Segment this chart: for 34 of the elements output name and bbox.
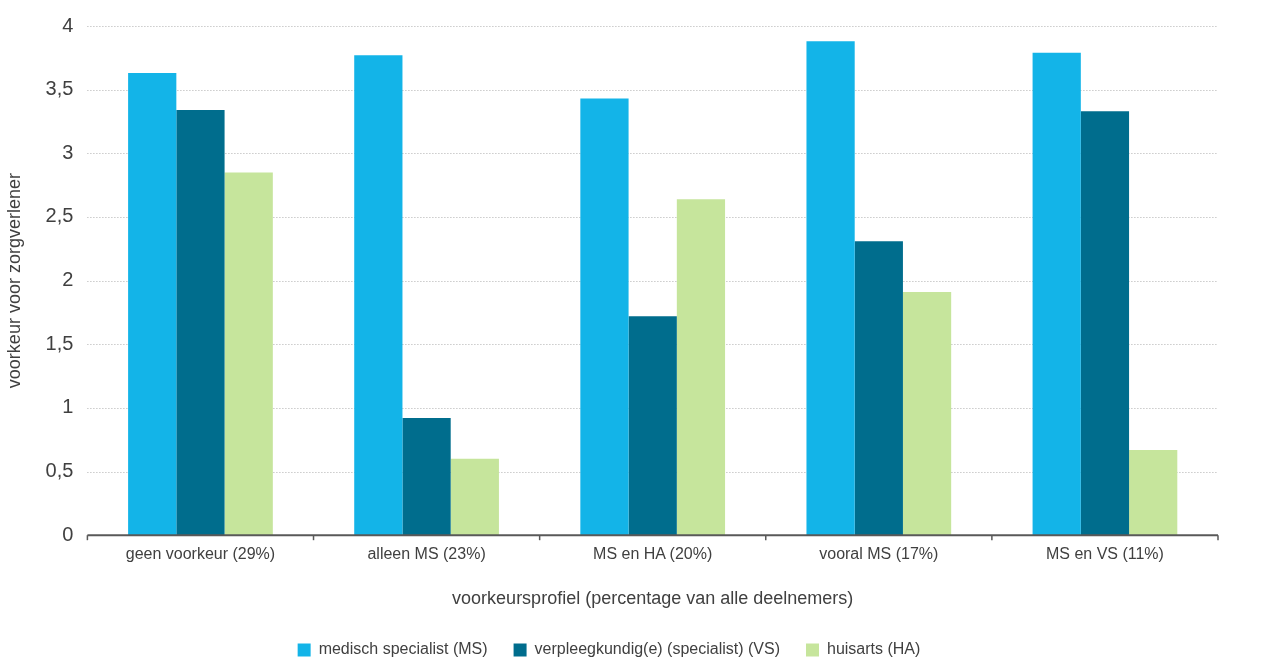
bar [354, 55, 403, 536]
y-axis-title: voorkeur voor zorgverlener [3, 173, 24, 389]
bar [1129, 449, 1178, 536]
y-tick-label: 1 [62, 395, 74, 418]
bar [806, 41, 855, 536]
y-tick-label: 3 [62, 140, 74, 163]
x-tick-label: MS en VS (11%) [1045, 545, 1164, 563]
x-tick-label: alleen MS (23%) [367, 545, 486, 563]
x-tick-label: vooral MS (17%) [819, 545, 939, 563]
y-tick-label: 1,5 [45, 331, 74, 354]
y-tick-label: 0,5 [45, 459, 74, 482]
bar [902, 292, 952, 536]
bar [854, 241, 903, 536]
legend-label: medisch specialist (MS) [318, 640, 488, 658]
y-tick-label: 2 [62, 268, 74, 291]
bar [224, 172, 273, 536]
bar [176, 110, 225, 536]
y-tick-label: 3,5 [45, 77, 74, 100]
x-tick-label: MS en HA (20%) [593, 545, 713, 563]
bar [580, 98, 629, 536]
bar [1032, 52, 1081, 536]
x-axis-title: voorkeursprofiel (percentage van alle deelnemers) [452, 588, 854, 609]
bar [128, 73, 177, 536]
bar [628, 316, 677, 536]
legend-label: verpleegkundig(e) (specialist) (VS) [534, 640, 781, 658]
y-tick-label: 2,5 [45, 204, 74, 227]
bar [676, 199, 726, 536]
y-tick-label: 0 [62, 522, 74, 545]
bar [1080, 111, 1130, 536]
x-tick-label: geen voorkeur (29%) [125, 545, 276, 563]
legend-label: huisarts (HA) [827, 640, 921, 658]
y-tick-label: 4 [62, 13, 74, 36]
bar [402, 418, 451, 536]
bar [450, 458, 499, 536]
